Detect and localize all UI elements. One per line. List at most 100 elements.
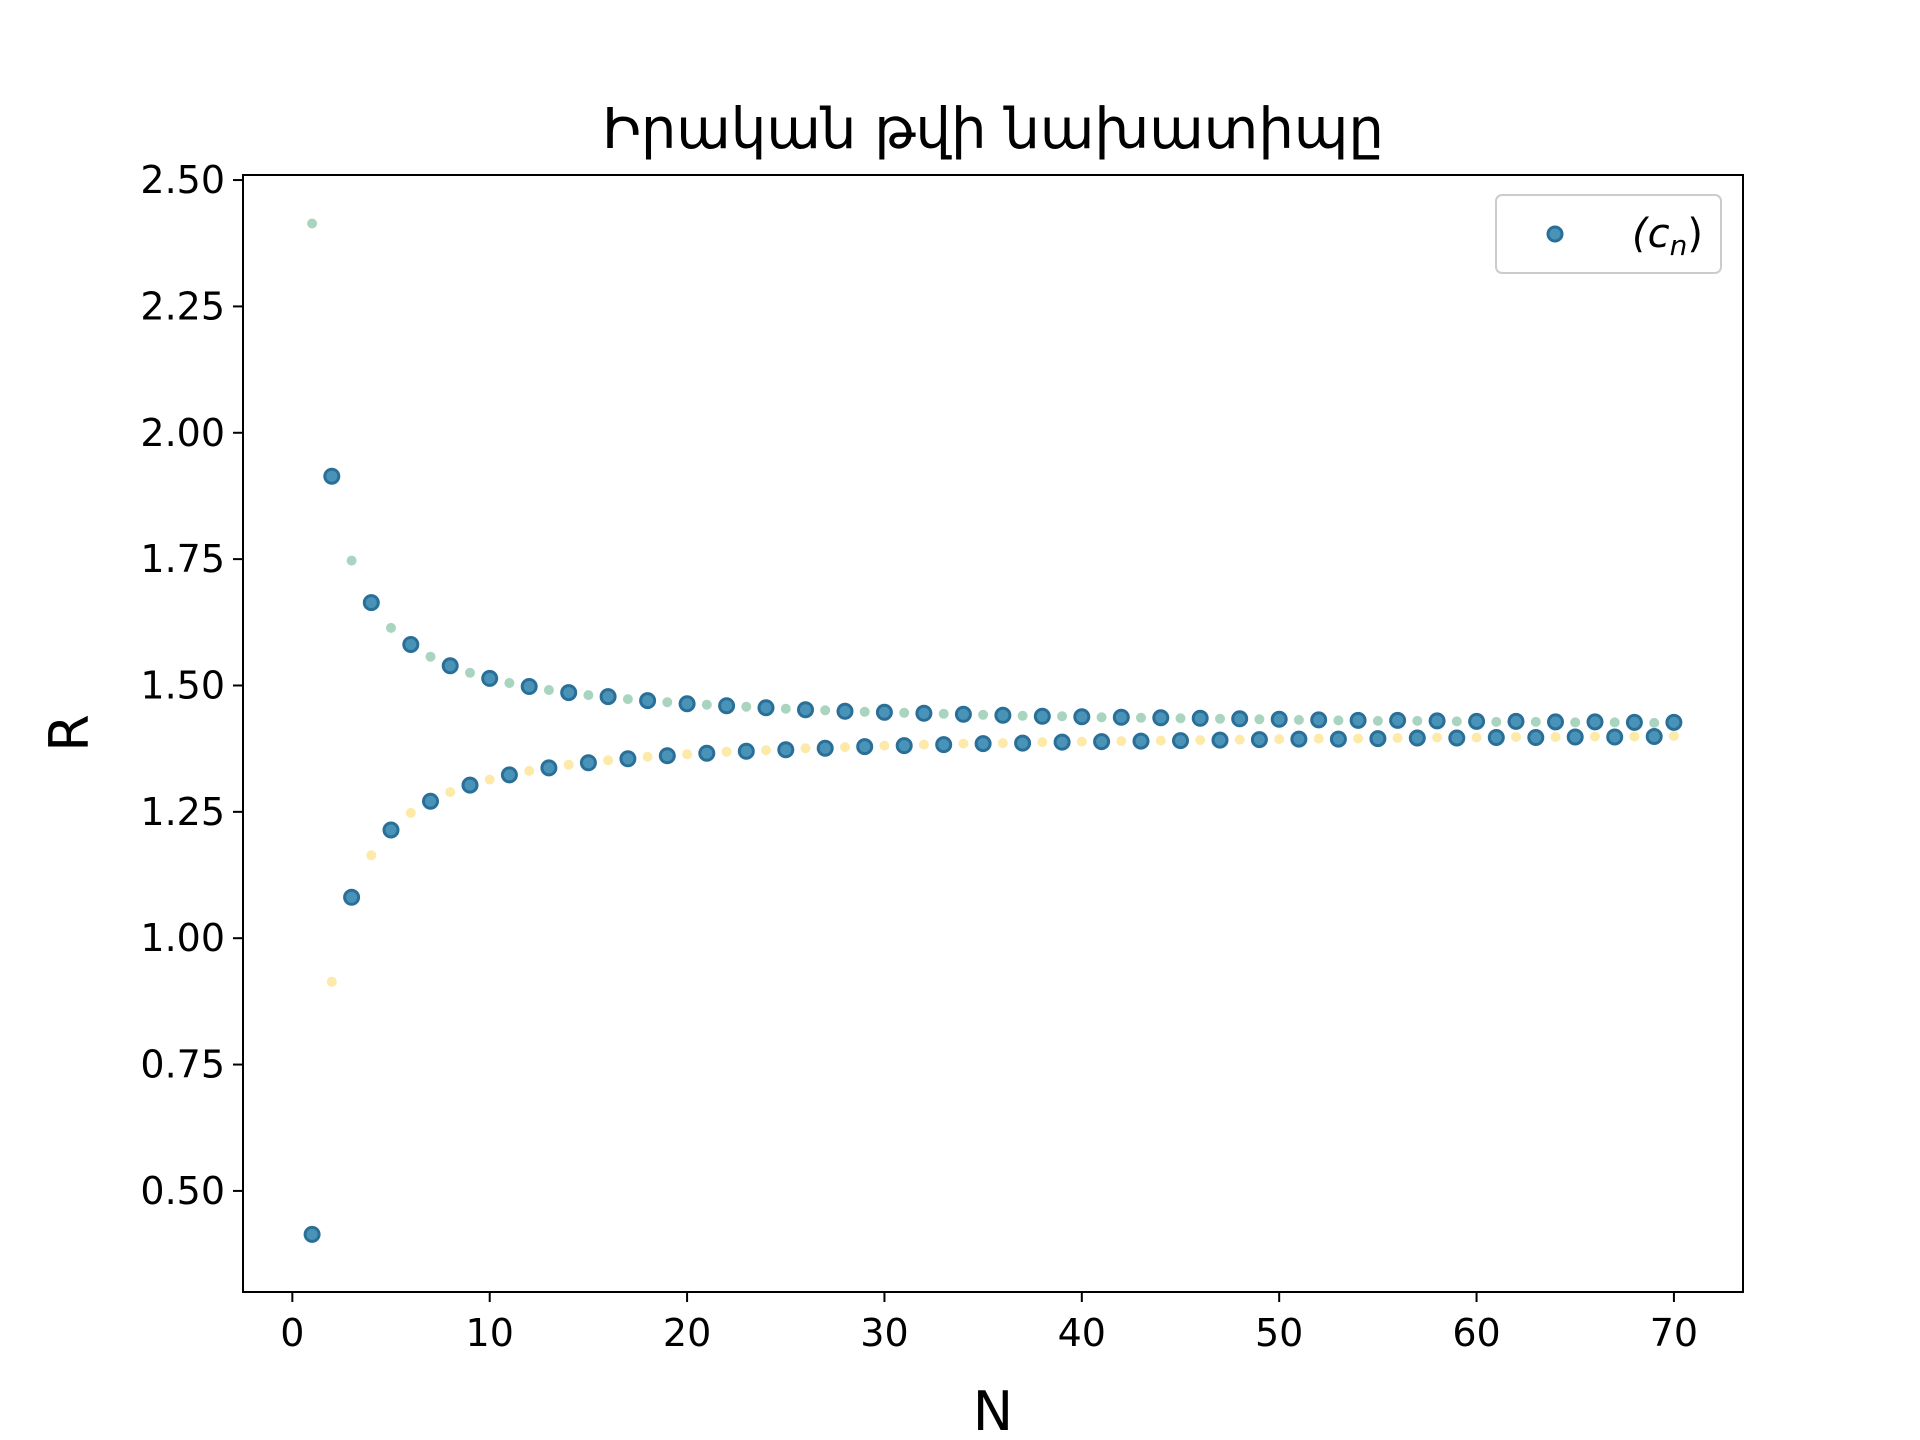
lower-point	[524, 765, 535, 776]
x-tick-label: 50	[1255, 1311, 1303, 1355]
main-point	[1349, 711, 1367, 729]
upper-point	[1333, 715, 1344, 726]
main-point	[1625, 713, 1643, 731]
x-tick-label: 70	[1650, 1311, 1698, 1355]
y-tick-label: 1.00	[140, 916, 225, 960]
main-point	[1547, 713, 1564, 731]
lower-point	[642, 751, 653, 762]
axis-ticks: 0 10 20 30 40 50 60 70 0.50 0.75 1.00 1.25 1.50 1.75 2…	[140, 158, 1698, 1355]
main-point	[362, 594, 380, 612]
upper-point	[1057, 711, 1068, 722]
main-point	[1448, 729, 1466, 747]
axes-frame	[242, 174, 1744, 1293]
lower-point	[721, 746, 732, 757]
y-tick-label: 2.50	[140, 158, 225, 202]
lower-point	[918, 739, 929, 750]
upper-point	[899, 707, 910, 718]
upper-point	[1372, 715, 1383, 726]
main-point	[599, 688, 617, 706]
x-tick-label: 40	[1058, 1311, 1106, 1355]
lower-point	[1195, 735, 1206, 746]
main-point	[1606, 728, 1624, 746]
main-point	[1369, 730, 1387, 748]
upper-point	[1451, 716, 1462, 727]
upper-point	[1017, 710, 1028, 721]
y-tick-label: 1.75	[140, 537, 225, 581]
y-tick-label: 1.50	[140, 663, 225, 707]
lower-point	[1550, 732, 1561, 742]
main-point	[1172, 732, 1189, 750]
main-point	[954, 705, 972, 723]
main-point	[1527, 729, 1545, 746]
lower-point	[1511, 732, 1521, 742]
y-tick-label: 0.75	[140, 1043, 225, 1087]
upper-point	[662, 697, 673, 708]
upper-point	[1649, 717, 1660, 728]
main-point	[856, 738, 874, 756]
main-point	[1389, 711, 1407, 729]
upper-point	[701, 699, 712, 710]
main-point	[639, 692, 657, 710]
upper-point	[859, 706, 870, 717]
legend: (cn)	[1495, 194, 1722, 274]
main-point	[382, 821, 400, 839]
main-point	[520, 678, 538, 695]
upper-point	[465, 667, 475, 678]
main-point	[500, 766, 518, 784]
lower-point	[326, 976, 337, 987]
main-point	[422, 792, 439, 810]
main-point	[737, 742, 755, 760]
upper-point	[386, 622, 396, 633]
main-point	[1014, 734, 1032, 752]
main-point	[678, 695, 696, 713]
lower-point	[445, 787, 456, 798]
lower-point	[603, 755, 614, 766]
main-point	[481, 669, 499, 687]
lower-point	[1234, 734, 1245, 745]
main-point	[1053, 733, 1071, 751]
upper-point	[1096, 712, 1107, 723]
lower-point	[1590, 731, 1600, 742]
main-point	[974, 735, 992, 753]
lower-point	[958, 738, 969, 749]
lower-point	[682, 749, 693, 760]
upper-point	[1175, 713, 1186, 724]
main-point	[303, 1225, 321, 1243]
upper-point	[1136, 712, 1146, 723]
y-tick-label: 2.00	[140, 411, 225, 455]
lower-point	[1353, 733, 1364, 744]
main-point	[658, 747, 676, 765]
y-tick-label: 2.25	[140, 284, 225, 328]
plot-area	[303, 218, 1683, 1243]
main-point	[1290, 730, 1308, 748]
lower-point	[1392, 733, 1403, 743]
main-point	[560, 684, 578, 702]
lower-point	[997, 738, 1008, 749]
lower-point	[1432, 732, 1443, 743]
main-point	[816, 739, 834, 757]
upper-point	[307, 218, 318, 229]
main-point	[1586, 713, 1604, 731]
legend-label-end: )	[1687, 211, 1703, 257]
legend-label: (cn)	[1632, 211, 1703, 262]
main-point	[836, 702, 854, 720]
upper-point	[1530, 716, 1541, 727]
lower-point	[840, 742, 850, 753]
main-point	[1329, 730, 1347, 748]
upper-point	[1215, 713, 1225, 724]
main-point	[441, 657, 459, 675]
upper-point	[1491, 716, 1502, 727]
main-point	[579, 754, 597, 772]
lower-point	[1116, 736, 1127, 747]
lower-point	[1668, 731, 1679, 741]
main-point	[540, 759, 558, 777]
upper-point	[346, 555, 357, 566]
main-point	[1487, 729, 1505, 746]
main-point	[875, 703, 893, 721]
upper-point	[820, 705, 831, 716]
upper-point	[543, 685, 554, 695]
main-point	[698, 744, 716, 762]
main-point	[1408, 729, 1426, 747]
legend-box	[1495, 194, 1722, 274]
